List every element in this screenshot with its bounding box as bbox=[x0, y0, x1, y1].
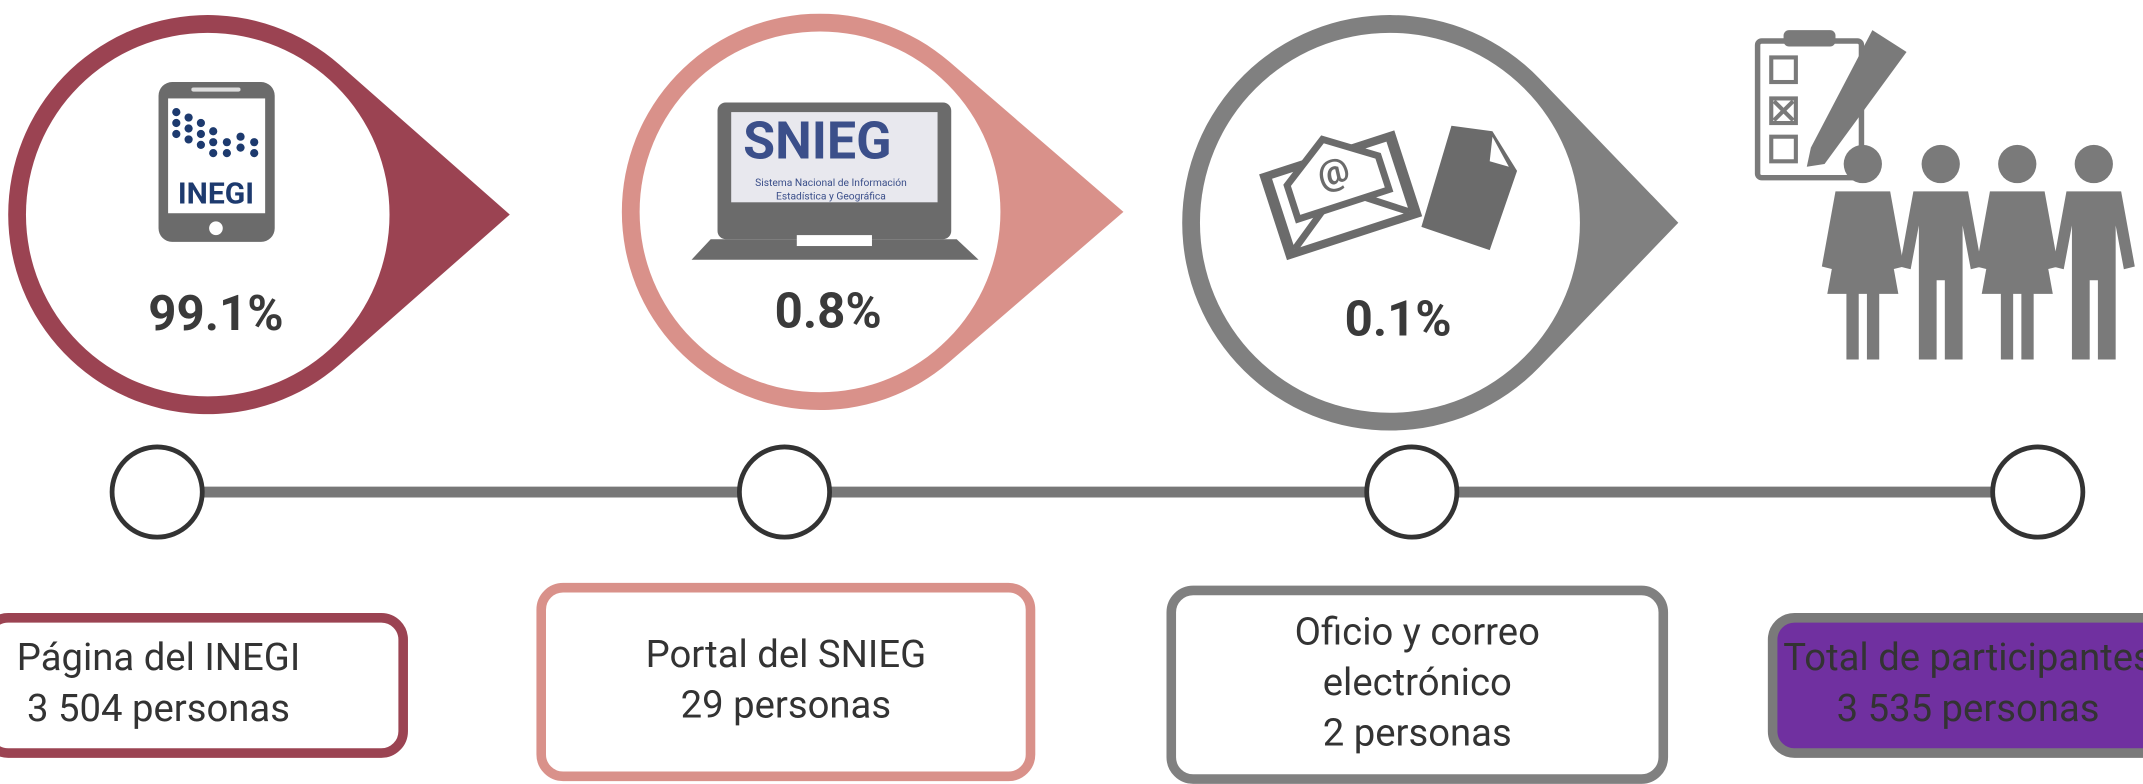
count-text: 2 personas bbox=[1323, 711, 1512, 755]
people-icon bbox=[1758, 30, 2135, 359]
boxes: Página del INEGI 3 504 personas Portal del… bbox=[0, 588, 2143, 779]
person-head bbox=[1998, 145, 2036, 183]
infographic: INEGI SNIEG Sistema Nacional de Informac… bbox=[0, 0, 2143, 784]
person-head bbox=[1844, 145, 1882, 183]
count-text: 29 personas bbox=[681, 683, 891, 727]
label-text: Página del INEGI bbox=[17, 636, 300, 680]
laptop-icon: SNIEG Sistema Nacional de Información Es… bbox=[692, 103, 979, 260]
snieg-logo-text: SNIEG bbox=[743, 111, 891, 172]
timeline-node bbox=[112, 447, 202, 537]
phone-icon: INEGI bbox=[159, 82, 275, 242]
label-text: Total de participantes bbox=[1783, 636, 2143, 680]
label-text: Oficio y correo bbox=[1295, 610, 1540, 654]
inegi-logo-text: INEGI bbox=[178, 176, 254, 211]
label-text: Portal del SNIEG bbox=[646, 633, 927, 677]
percent-label: 0.8% bbox=[775, 282, 882, 340]
percent-label: 0.1% bbox=[1345, 291, 1452, 349]
page: {"items": [ {"percent": "99.1%", "label_… bbox=[0, 0, 2143, 784]
label-box bbox=[541, 588, 1030, 777]
count-text: 3 504 personas bbox=[27, 687, 290, 731]
timeline-node bbox=[1993, 447, 2083, 537]
timeline-node bbox=[1367, 447, 1457, 537]
snieg-caption: Estadística y Geográfica bbox=[776, 190, 886, 203]
person-head bbox=[2075, 145, 2113, 183]
person-body bbox=[1822, 191, 1904, 359]
timeline-node bbox=[739, 447, 829, 537]
label-text: electrónico bbox=[1323, 661, 1512, 705]
person-body bbox=[1976, 191, 2058, 359]
person-body bbox=[2053, 191, 2135, 359]
percent-label: 99.1% bbox=[148, 285, 283, 343]
person-body bbox=[1900, 191, 1982, 359]
snieg-caption: Sistema Nacional de Información bbox=[755, 176, 907, 189]
person-head bbox=[1922, 145, 1960, 183]
count-text: 3 535 personas bbox=[1837, 687, 2100, 731]
